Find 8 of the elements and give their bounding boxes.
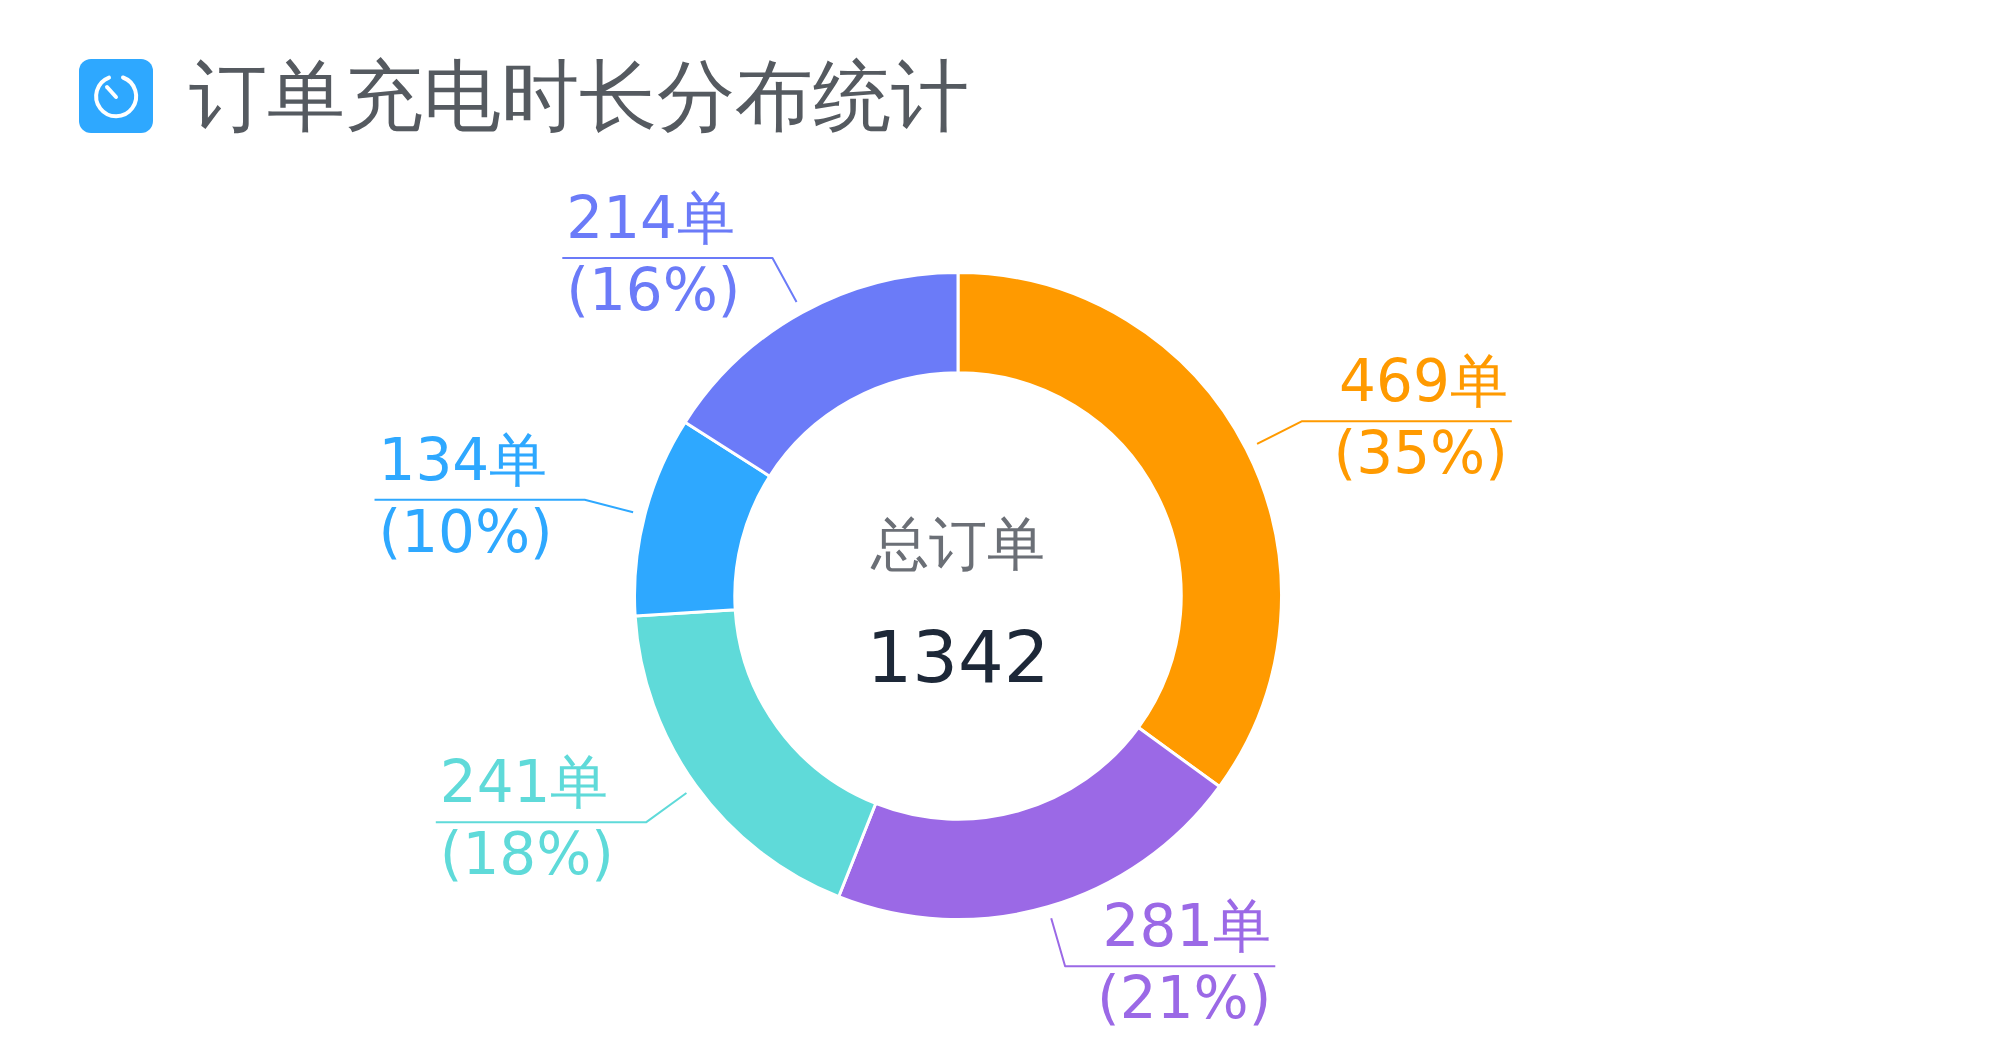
text: 1342 <box>866 614 1050 699</box>
data-label: 134单 (10%) <box>378 425 553 566</box>
text: 总订单 <box>870 510 1045 579</box>
data-label: 214单 (16%) <box>566 184 741 325</box>
data-label: 469单 (35%) <box>1333 347 1508 488</box>
data-label: 241单 (18%) <box>439 748 614 889</box>
chart-title: 订单充电时长分布统计 <box>189 51 969 141</box>
data-label: 281单 (21%) <box>1097 892 1272 1033</box>
